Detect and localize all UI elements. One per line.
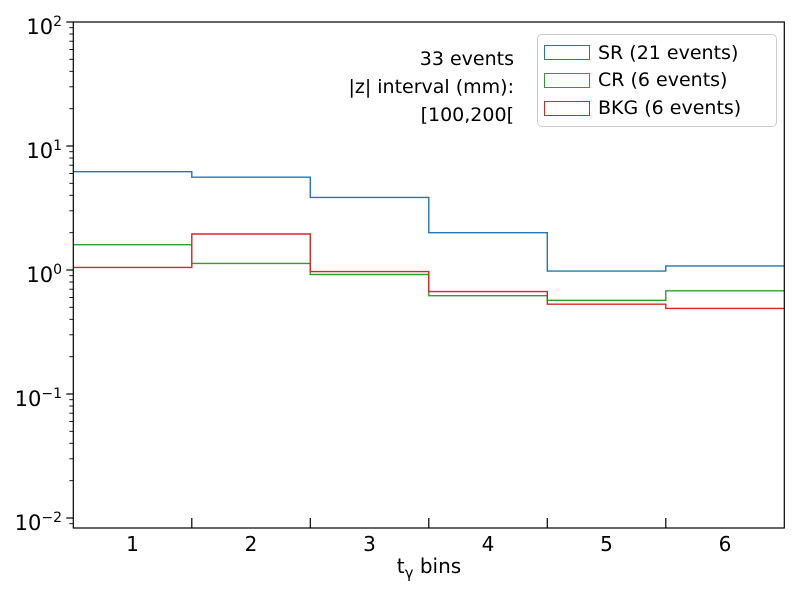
legend-item-bkg: BKG (6 events) bbox=[544, 96, 770, 120]
x-axis-label: tγ bins bbox=[397, 554, 461, 582]
x-tick-label: 1 bbox=[126, 532, 139, 556]
y-tick-label: 102 bbox=[26, 14, 62, 39]
x-tick-label: 2 bbox=[244, 532, 258, 556]
axes-frame bbox=[72, 21, 785, 529]
annotation-line-3: [100,200[ bbox=[420, 104, 514, 126]
y-tick-label: 10−1 bbox=[14, 386, 62, 411]
legend-label-cr: CR (6 events) bbox=[598, 69, 728, 92]
legend-swatch-sr bbox=[544, 45, 590, 61]
annotation-line-2: |z| interval (mm): bbox=[348, 76, 514, 98]
series-bkg-step bbox=[73, 233, 785, 310]
legend-label-bkg: BKG (6 events) bbox=[598, 97, 742, 120]
x-axis-label-pre: t bbox=[396, 554, 405, 578]
legend-label-sr: SR (21 events) bbox=[598, 41, 739, 64]
x-axis-label-subscript: γ bbox=[404, 564, 414, 582]
annotation-text: 33 events |z| interval (mm): [100,200[ bbox=[348, 45, 514, 129]
y-tick-label: 100 bbox=[26, 262, 62, 287]
x-tick-label: 4 bbox=[481, 532, 495, 556]
legend-item-cr: CR (6 events) bbox=[544, 68, 770, 92]
x-tick-label: 3 bbox=[363, 532, 376, 556]
annotation-line-1: 33 events bbox=[419, 48, 514, 70]
y-tick-label: 10−2 bbox=[14, 510, 62, 535]
x-axis-label-post: bins bbox=[413, 554, 462, 578]
y-tick-label: 101 bbox=[26, 138, 62, 163]
legend-swatch-cr bbox=[544, 72, 590, 88]
x-tick-label: 6 bbox=[718, 532, 732, 556]
legend-item-sr: SR (21 events) bbox=[544, 41, 770, 65]
series-lines bbox=[73, 171, 785, 310]
legend-swatch-bkg bbox=[544, 100, 590, 116]
x-tick-label: 5 bbox=[600, 532, 613, 556]
axis-ticks bbox=[66, 21, 667, 528]
series-sr-step bbox=[73, 171, 785, 272]
legend: SR (21 events) CR (6 events) BKG (6 even… bbox=[537, 34, 777, 127]
